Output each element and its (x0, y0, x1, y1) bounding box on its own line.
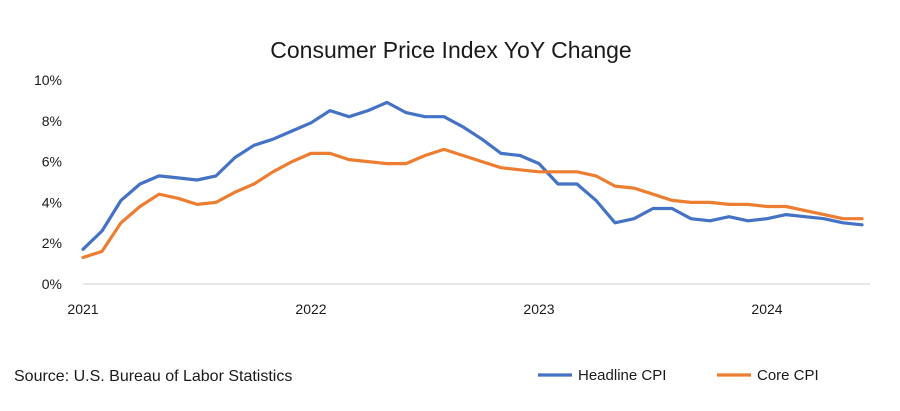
series-line-headline-cpi (81, 100, 864, 251)
y-tick-label: 4% (42, 194, 62, 210)
legend: Headline CPI Core CPI (538, 367, 819, 384)
y-tick-label: 8% (42, 113, 62, 129)
y-tick-label: 0% (42, 276, 62, 292)
y-tick-label: 10% (34, 72, 62, 88)
legend-label-core-cpi: Core CPI (757, 367, 819, 384)
source-note: Source: U.S. Bureau of Labor Statistics (14, 368, 292, 385)
x-tick-label: 2023 (523, 301, 554, 317)
x-tick-label: 2021 (67, 301, 98, 317)
x-tick-label: 2022 (295, 301, 326, 317)
series-line-core-cpi (81, 147, 864, 260)
y-tick-label: 2% (42, 235, 62, 251)
x-tick-label: 2024 (751, 301, 782, 317)
x-axis: 2021 2022 2023 2024 (67, 301, 782, 317)
chart-title: Consumer Price Index YoY Change (270, 37, 631, 63)
legend-label-headline-cpi: Headline CPI (578, 367, 666, 384)
series-layer (81, 100, 864, 260)
y-tick-label: 6% (42, 154, 62, 170)
y-axis: 0% 2% 4% 6% 8% 10% (34, 72, 62, 292)
